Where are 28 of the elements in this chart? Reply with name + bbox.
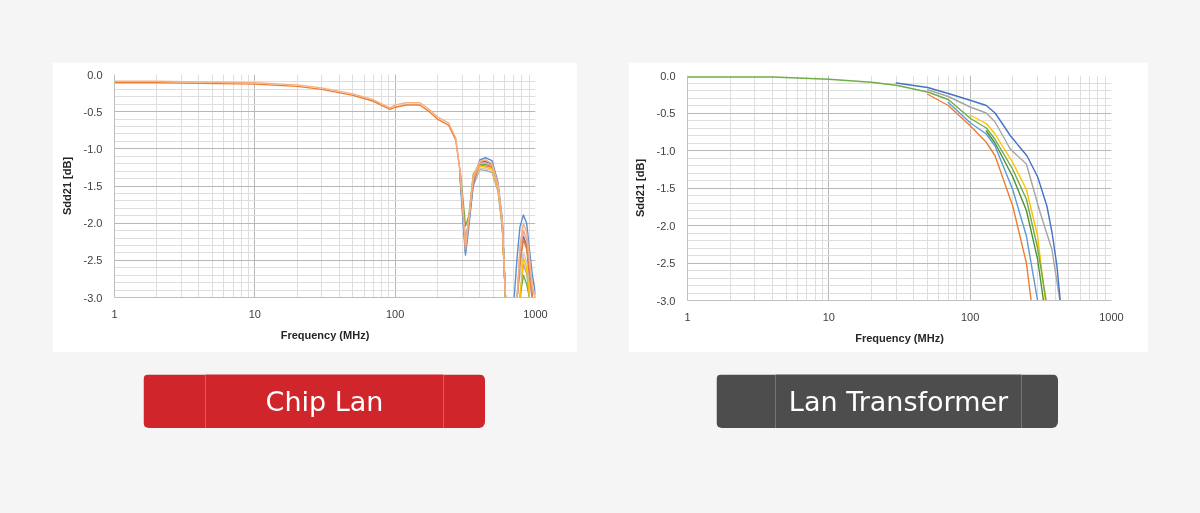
y-tick-label: -1.5 <box>656 182 676 194</box>
y-tick-label: -1.0 <box>656 144 676 157</box>
y-tick-label: 0.0 <box>87 68 103 81</box>
x-tick-label: 100 <box>385 307 405 320</box>
text: Lan Transformer <box>788 386 1010 417</box>
x-tick-label: 10 <box>822 310 835 323</box>
x-tick-label: 10 <box>248 307 261 320</box>
x-tick-label: 1000 <box>523 307 548 320</box>
y-tick-label: -2.0 <box>83 217 103 230</box>
y-tick-label: -3.0 <box>83 291 103 304</box>
y-tick-label: 0.0 <box>660 69 676 82</box>
y-axis-title: Sdd21 [dB] <box>633 158 646 218</box>
y-tick-label: -3.0 <box>656 294 676 307</box>
x-tick-label: 100 <box>960 310 980 323</box>
x-tick-label: 1 <box>684 310 691 323</box>
x-axis-title: Frequency (MHz) <box>855 331 945 344</box>
y-tick-label: -2.5 <box>83 254 103 267</box>
text: Chip Lan <box>265 386 384 417</box>
y-axis-title: Sdd21 [dB] <box>60 156 73 216</box>
y-tick-label: -1.5 <box>83 180 103 192</box>
y-tick-label: -0.5 <box>656 107 676 119</box>
y-tick-label: -2.0 <box>656 219 676 232</box>
x-axis-title: Frequency (MHz) <box>280 328 370 341</box>
y-tick-label: -0.5 <box>83 105 103 118</box>
y-tick-label: -1.0 <box>83 142 103 155</box>
x-tick-label: 1 <box>111 307 118 320</box>
x-tick-label: 1000 <box>1099 310 1124 323</box>
y-tick-label: -2.5 <box>656 257 676 269</box>
